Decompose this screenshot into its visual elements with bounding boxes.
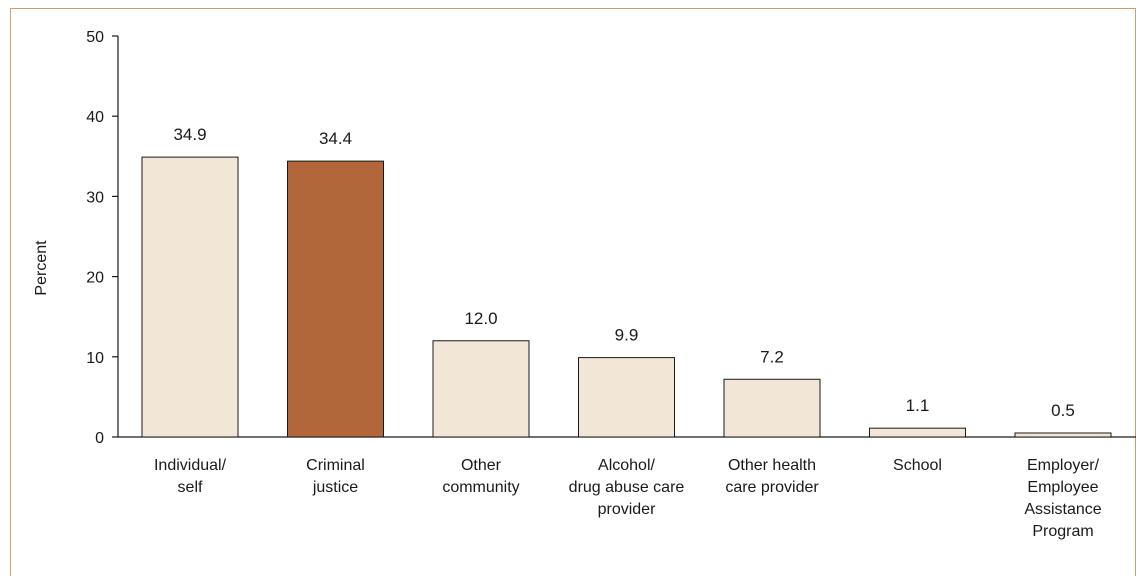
data-label: 0.5: [1051, 401, 1075, 420]
y-tick-label: 20: [86, 270, 104, 287]
category-label: Criminal justice: [306, 457, 365, 496]
y-axis: 0 10 20 30 40 50: [86, 29, 119, 447]
y-tick-label: 30: [86, 189, 104, 206]
category-label: Other health care provider: [725, 457, 819, 496]
category-label: Other community: [442, 457, 519, 496]
data-label: 9.9: [615, 326, 639, 345]
data-label: 7.2: [760, 347, 784, 366]
category-label-line: Other health: [728, 457, 816, 474]
category-label-line: drug abuse care: [569, 479, 685, 496]
category-label: School: [893, 457, 942, 474]
category-label-line: Employer/: [1027, 457, 1100, 474]
bar: [723, 378, 821, 438]
y-axis-title: Percent: [33, 240, 50, 296]
category-label-line: Program: [1032, 523, 1093, 540]
bar: [578, 357, 675, 438]
category-label-line: justice: [312, 479, 358, 496]
category-label-line: Employee: [1027, 479, 1098, 496]
data-label: 34.9: [173, 125, 206, 144]
category-label-line: Alcohol/: [598, 457, 655, 474]
chart-frame: [10, 8, 1136, 576]
category-label-line: School: [893, 457, 942, 474]
category-label: Alcohol/drug abuse care provider: [569, 457, 685, 518]
bar: [432, 340, 530, 438]
category-label-line: self: [178, 479, 203, 496]
category-label-line: care provider: [725, 479, 819, 496]
bar: [287, 160, 384, 438]
y-tick-label: 0: [95, 430, 104, 447]
category-label-line: Assistance: [1024, 501, 1101, 518]
category-labels: Individual/self Criminal justice Other commu…: [154, 457, 1102, 540]
y-tick-label: 40: [86, 109, 104, 126]
category-label-line: provider: [598, 501, 656, 518]
y-tick-label: 10: [86, 350, 104, 367]
category-label-line: Other: [461, 457, 502, 474]
category-label: Individual/self: [154, 457, 227, 496]
category-label-line: Individual/: [154, 457, 227, 474]
data-label: 1.1: [906, 396, 930, 415]
bar: [1014, 432, 1112, 438]
y-tick-label: 50: [86, 29, 104, 46]
category-label: Employer/Employee Assistance Program: [1024, 457, 1101, 540]
bar: [141, 156, 239, 438]
bars: [141, 156, 1112, 438]
data-label: 12.0: [464, 309, 497, 328]
data-label: 34.4: [319, 129, 352, 148]
category-label-line: Criminal: [306, 457, 365, 474]
category-label-line: community: [442, 479, 519, 496]
data-labels: 34.9 34.4 12.0 9.9 7.2 1.1 0.5: [173, 125, 1074, 420]
bar: [869, 427, 966, 438]
